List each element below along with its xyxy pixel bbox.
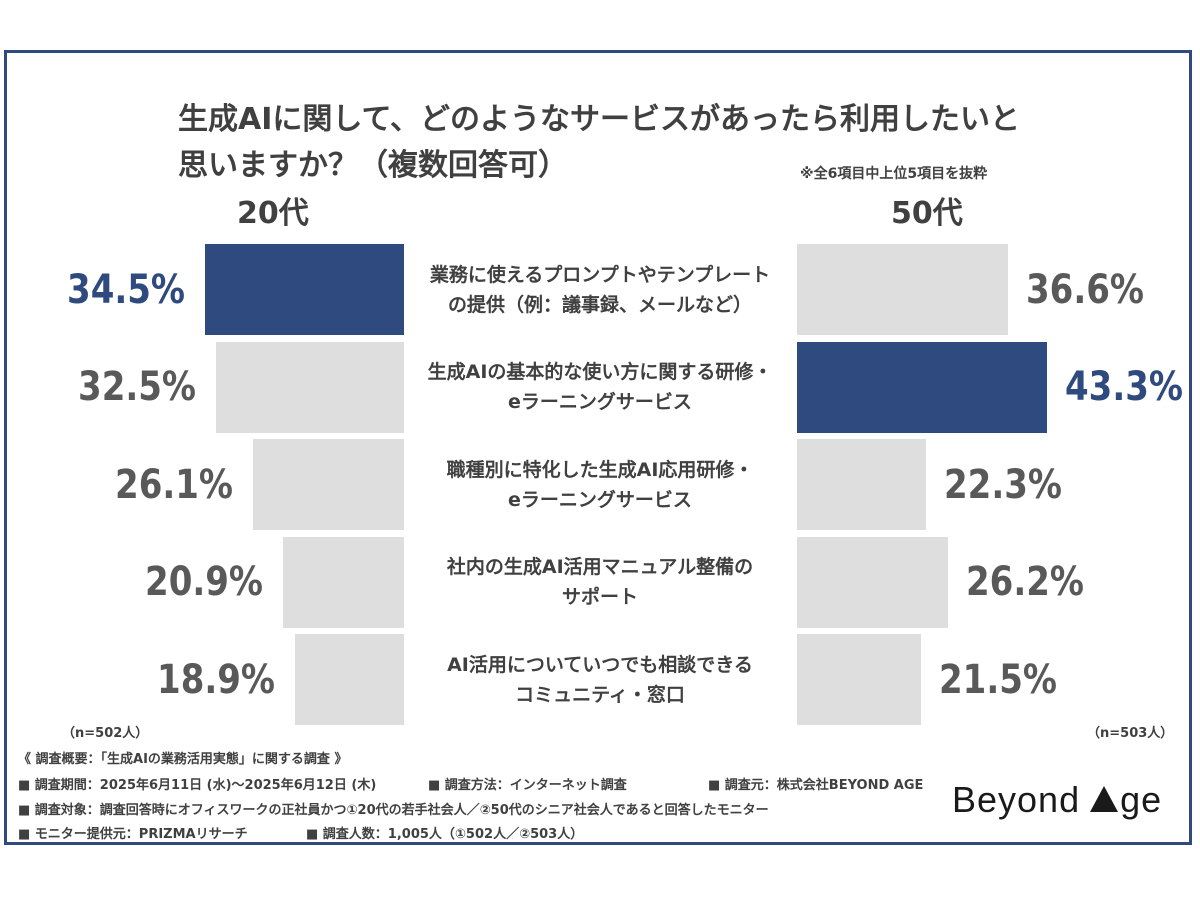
value-label-50s-3: 22.3% xyxy=(943,461,1062,508)
survey-provider: ■ モニター提供元：PRIZMAリサーチ xyxy=(18,827,248,842)
bar-20s-3 xyxy=(253,439,404,530)
chart-title-line2: 思いますか？（複数回答可） xyxy=(178,148,568,183)
category-label-2: 生成AIの基本的な使い方に関する研修・ eラーニングサービス xyxy=(427,361,773,413)
value-label-50s-5: 21.5% xyxy=(939,656,1058,703)
survey-heading: 《 調査概要：「生成AIの業務活用実態」に関する調査 》 xyxy=(18,752,348,767)
value-label-20s-4: 20.9% xyxy=(145,559,264,605)
survey-count: ■ 調査人数：1,005人（①502人／②503人） xyxy=(306,827,584,842)
series-label-20s: 20代 xyxy=(237,196,309,231)
logo-text-ge: ge xyxy=(1120,779,1163,820)
bar-50s-3 xyxy=(797,439,926,530)
bar-20s-5 xyxy=(294,634,404,725)
excerpt-note: ※全6項目中上位5項目を抜粋 xyxy=(800,166,988,182)
value-label-50s-1: 36.6% xyxy=(1026,266,1145,313)
chart-frame xyxy=(4,50,1192,845)
value-label-20s-1: 34.5% xyxy=(66,266,185,313)
series-label-50s: 50代 xyxy=(891,196,963,231)
bar-50s-5 xyxy=(797,634,922,725)
bar-20s-2 xyxy=(216,341,404,433)
category-label-4: 社内の生成AI活用マニュアル整備の サポート xyxy=(446,556,754,608)
sample-size-20s: （n=502人） xyxy=(62,726,149,741)
value-label-50s-4: 26.2% xyxy=(966,559,1085,605)
category-label-1: 業務に使えるプロンプトやテンプレート の提供（例：議事録、メールなど） xyxy=(429,263,771,316)
category-label-3: 職種別に特化した生成AI応用研修・ eラーニングサービス xyxy=(446,458,754,511)
survey-source: ■ 調査元：株式会社BEYOND AGE xyxy=(708,778,924,793)
value-label-20s-2: 32.5% xyxy=(78,364,197,410)
bar-20s-4 xyxy=(283,536,404,628)
bar-50s-4 xyxy=(797,536,949,628)
beyond-age-logo: Beyond ge xyxy=(952,779,1162,821)
value-label-20s-3: 26.1% xyxy=(115,461,234,508)
survey-target: ■ 調査対象：調査回答時にオフィスワークの正社員かつ①20代の若手社会人／②50… xyxy=(18,803,769,818)
bar-20s-1 xyxy=(204,244,404,335)
chart-title-line1: 生成AIに関して、どのようなサービスがあったら利用したいと xyxy=(178,102,1020,137)
survey-method: ■ 調査方法：インターネット調査 xyxy=(428,778,627,793)
value-label-50s-2: 43.3% xyxy=(1065,364,1183,410)
triangle-a-icon xyxy=(1090,786,1119,812)
category-label-5: AI活用についていつでも相談できる コミュニティ・窓口 xyxy=(447,653,753,706)
bar-50s-2 xyxy=(797,341,1047,433)
bar-50s-1 xyxy=(797,244,1009,335)
logo-text-beyond: Beyond xyxy=(952,779,1081,820)
survey-period: ■ 調査期間：2025年6月11日 (水)〜2025年6月12日 (木) xyxy=(18,778,377,793)
sample-size-50s: （n=503人） xyxy=(1087,726,1174,741)
value-label-20s-5: 18.9% xyxy=(156,656,275,703)
